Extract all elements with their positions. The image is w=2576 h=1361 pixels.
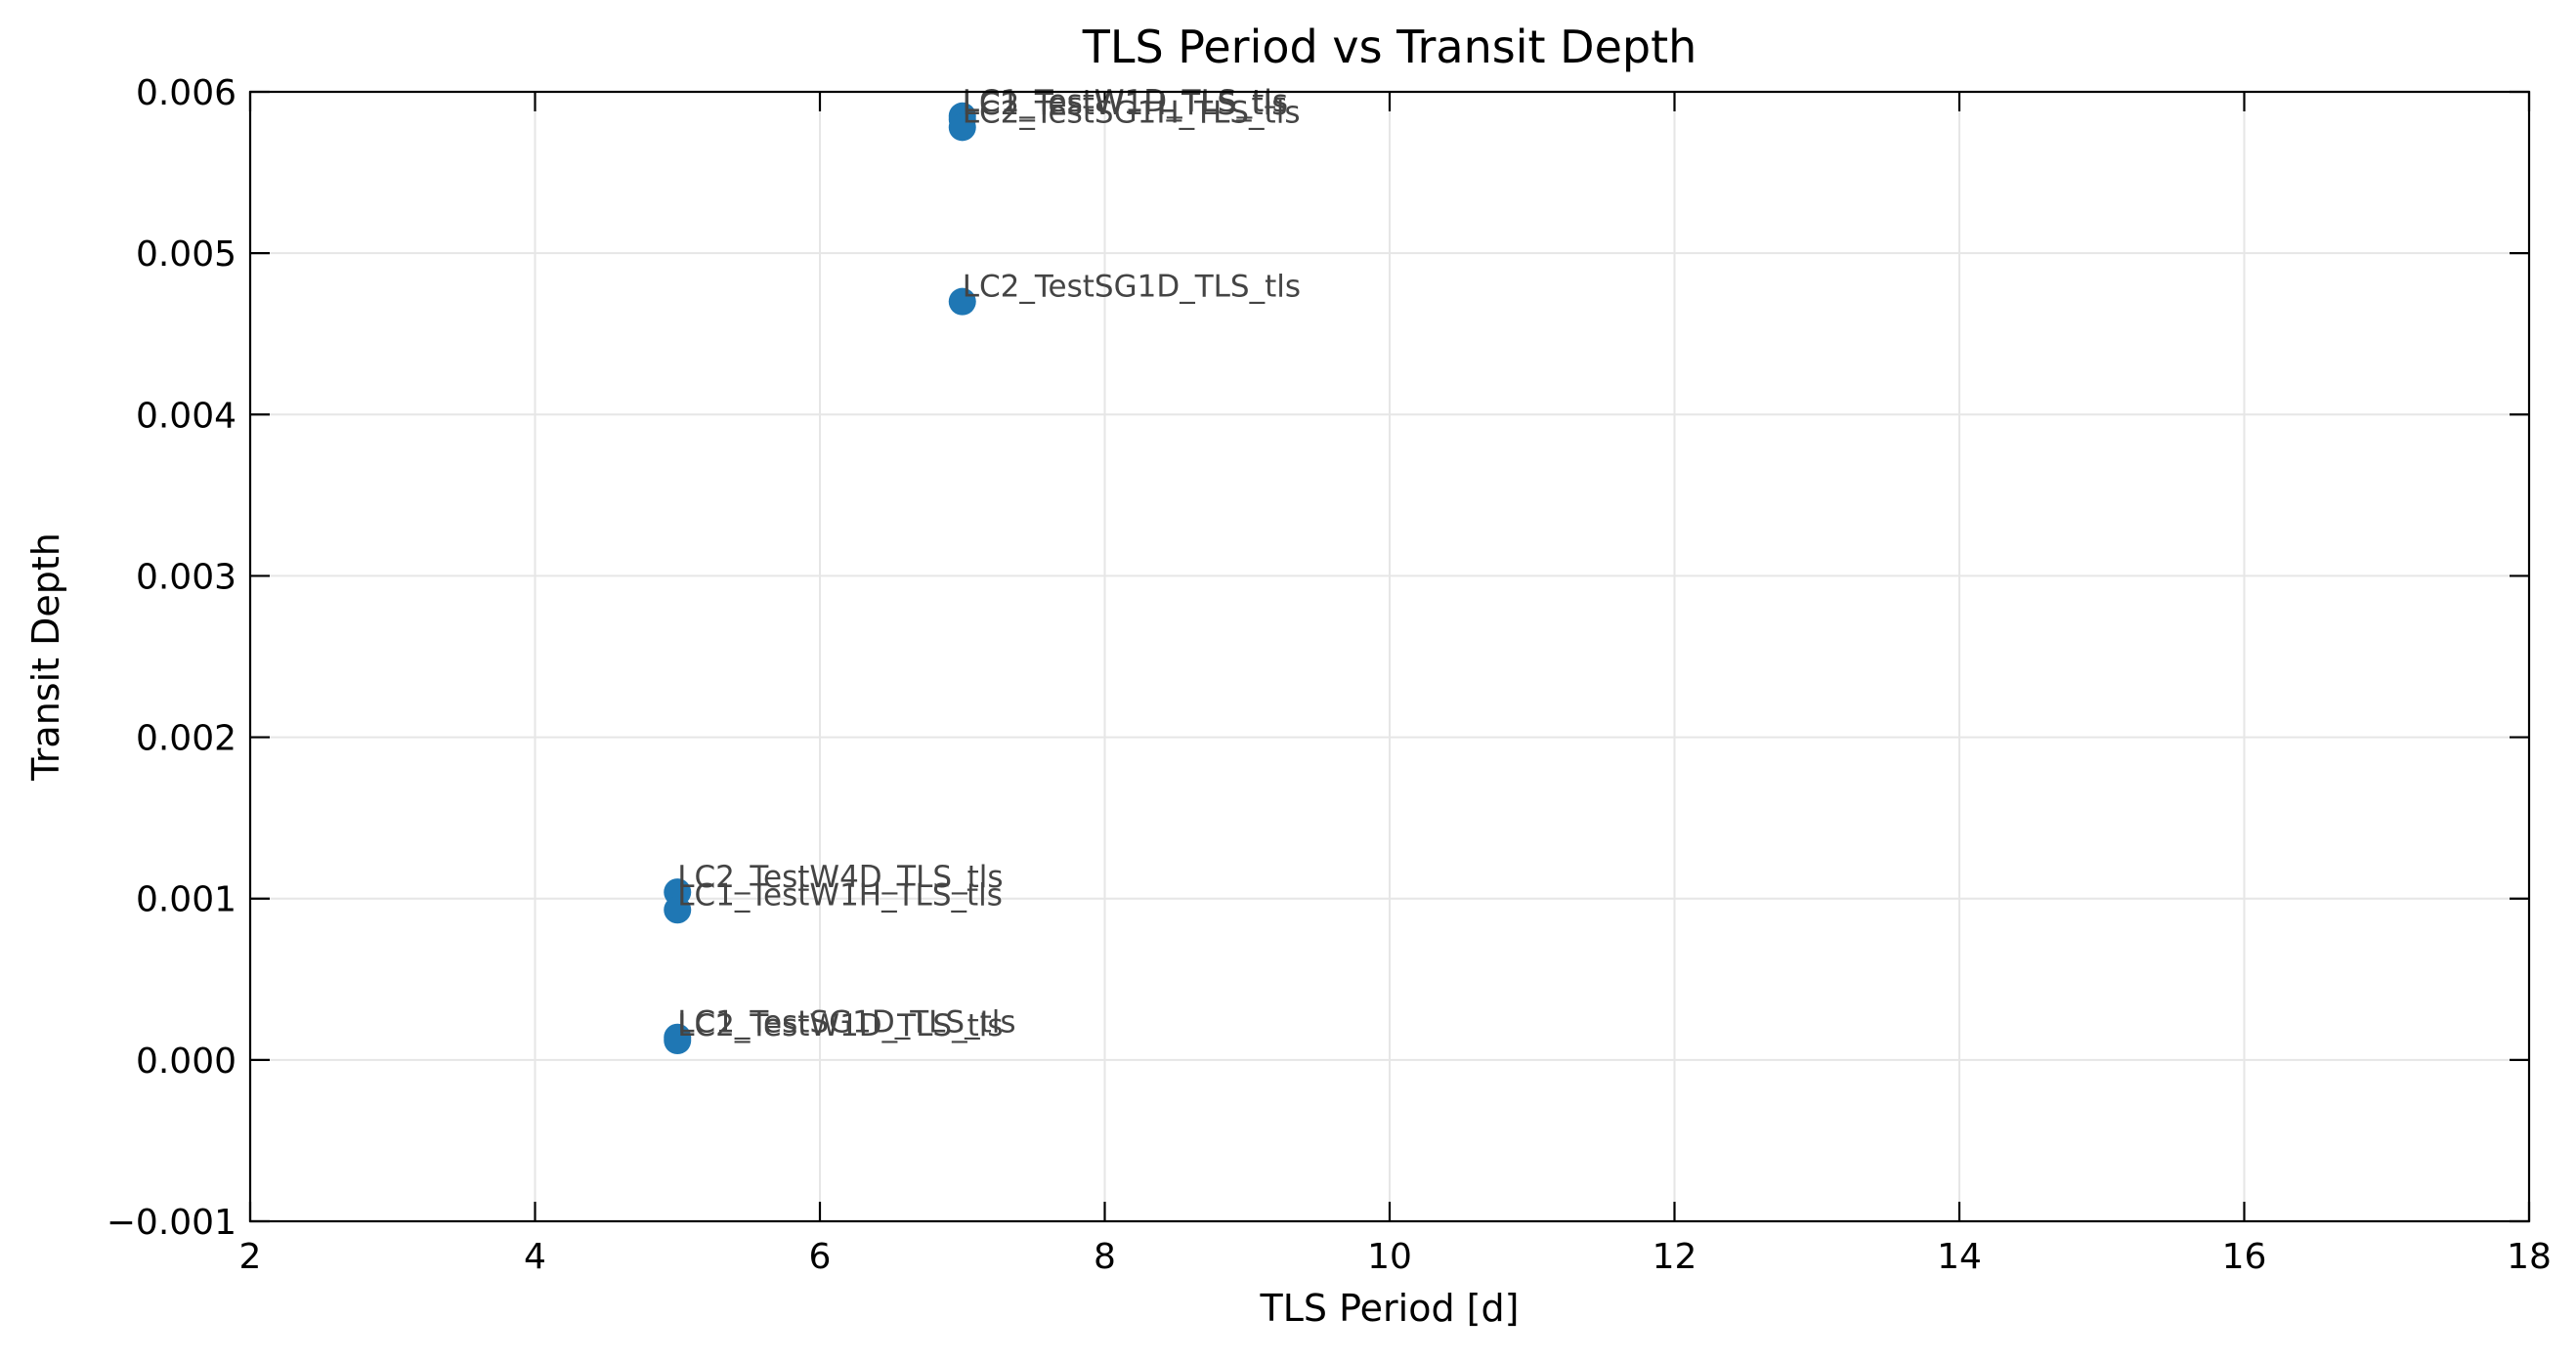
point-annotation: LC1_TestW1H_TLS_tls [677, 877, 1003, 913]
point-annotation: LC1_TestSG1D_TLS_tls [677, 1005, 1015, 1041]
x-axis-label: TLS Period [d] [1260, 1287, 1520, 1330]
y-tick-label: 0.005 [136, 234, 236, 275]
point-annotation: LC1_TestW1D_TLS_tls [963, 84, 1288, 119]
data-point [664, 896, 692, 924]
y-tick-label: 0.004 [136, 396, 236, 436]
y-tick-label: 0.003 [136, 557, 236, 597]
data-point [664, 1027, 692, 1055]
point-annotation: LC2_TestW1D_TLS_tls [677, 1008, 1003, 1043]
y-tick-label: 0.006 [136, 73, 236, 113]
point-annotations: LC1_TestW1D_TLS_tlsLC2_TestW1H_TLS_tlsLC… [677, 84, 1301, 1043]
data-points [664, 102, 976, 1055]
x-tick-label: 18 [2507, 1237, 2552, 1277]
x-tick-label: 2 [239, 1237, 262, 1277]
x-tick-label: 8 [1094, 1237, 1116, 1277]
point-annotation: LC2_TestSG1D_TLS_tls [963, 270, 1301, 305]
data-point [948, 113, 976, 142]
y-tick-label: 0.002 [136, 719, 236, 759]
axis-ticks: 2 4 6 8 10 12 14 16 18 −0.001 0.000 0.001 0.002 0.003… [107, 73, 2552, 1277]
x-tick-label: 10 [1367, 1237, 1412, 1277]
chart-title: TLS Period vs Transit Depth [1082, 21, 1697, 73]
x-tick-label: 14 [1937, 1237, 1982, 1277]
point-annotation: LC2_TestW4D_TLS_tls [677, 860, 1003, 895]
x-tick-label: 4 [524, 1237, 546, 1277]
x-tick-label: 6 [809, 1237, 832, 1277]
y-tick-label: −0.001 [107, 1203, 236, 1243]
plot-frame [248, 90, 2531, 1223]
grid-lines [249, 91, 2530, 1222]
data-point [948, 287, 976, 316]
y-tick-label: 0.001 [136, 880, 236, 920]
point-annotation: LC2_TestSG1H_TLS_tls [963, 95, 1301, 130]
x-tick-label: 16 [2222, 1237, 2267, 1277]
y-axis-label: Transit Depth [24, 532, 67, 782]
y-tick-label: 0.000 [136, 1042, 236, 1082]
x-tick-label: 12 [1653, 1237, 1697, 1277]
